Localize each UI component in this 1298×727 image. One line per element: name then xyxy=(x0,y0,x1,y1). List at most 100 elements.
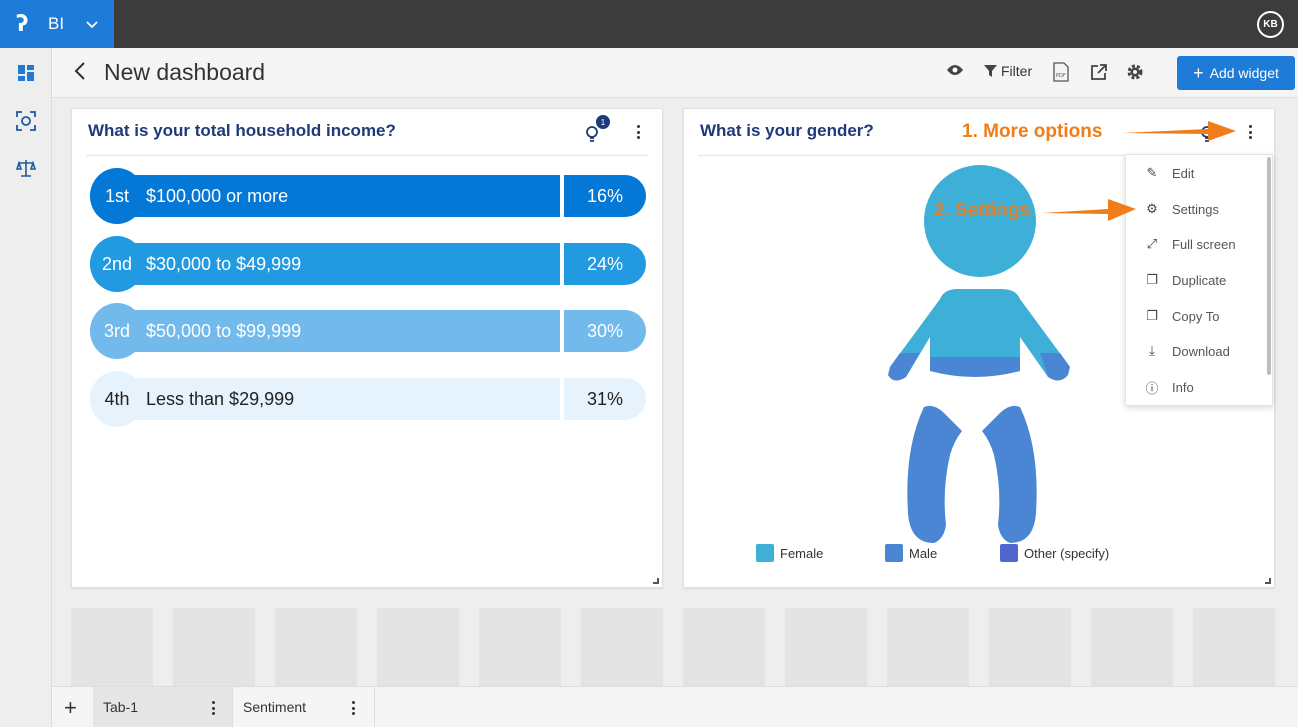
placeholder-tile xyxy=(1193,608,1275,688)
top-bar: ʔ BI KB xyxy=(0,0,1298,48)
gear-icon[interactable] xyxy=(1126,63,1144,85)
placeholder-tile xyxy=(581,608,663,688)
tab-tab-1[interactable]: Tab-1 xyxy=(93,687,233,727)
legend-swatch xyxy=(756,544,774,562)
figure-right-leg xyxy=(982,405,1037,543)
menu-item-label: Copy To xyxy=(1172,308,1220,324)
filter-label: Filter xyxy=(1001,63,1033,79)
plus-icon: + xyxy=(1193,62,1204,83)
menu-scrollbar[interactable] xyxy=(1267,157,1271,375)
add-widget-button[interactable]: + Add widget xyxy=(1177,56,1295,90)
widget-kebab-icon[interactable] xyxy=(630,123,646,141)
preview-eye-icon[interactable] xyxy=(946,63,964,81)
info-icon: ⓘ xyxy=(1145,380,1159,396)
user-avatar[interactable]: KB xyxy=(1257,11,1284,38)
placeholder-tile xyxy=(1091,608,1173,688)
share-icon[interactable] xyxy=(1090,63,1108,85)
widget-divider xyxy=(86,155,648,156)
rank-percent: 31% xyxy=(564,378,646,420)
pencil-icon: ✎ xyxy=(1146,165,1158,180)
app-switcher[interactable]: ʔ BI xyxy=(0,0,114,48)
expand-icon: ⤢ xyxy=(1146,236,1158,251)
app-logo-icon: ʔ xyxy=(16,11,29,37)
back-icon[interactable] xyxy=(74,61,86,87)
resize-handle[interactable] xyxy=(1265,578,1271,584)
placeholder-tile xyxy=(887,608,969,688)
legend-item[interactable]: Female xyxy=(756,544,823,562)
balance-scale-icon[interactable] xyxy=(14,156,38,180)
page-title: New dashboard xyxy=(104,59,266,85)
add-widget-label: Add widget xyxy=(1209,65,1279,81)
widget-title: What is your total household income? xyxy=(88,121,396,140)
rank-label: 2nd xyxy=(101,254,133,274)
legend-label: Other (specify) xyxy=(1024,545,1110,561)
widget-kebab-icon[interactable] xyxy=(1242,123,1258,141)
copy-icon: ❐ xyxy=(1146,308,1158,323)
widget-divider xyxy=(698,155,1260,156)
menu-item-full-screen[interactable]: ⤢ Full screen xyxy=(1144,234,1236,254)
dashboard-header: New dashboard Filter PDF + Add widget xyxy=(52,48,1298,98)
tab-sentiment[interactable]: Sentiment xyxy=(233,687,375,727)
figure-head xyxy=(924,165,1036,277)
download-icon: ⤓ xyxy=(1149,343,1155,358)
add-tab-icon[interactable]: + xyxy=(64,695,77,720)
rank-row: 4th Less than $29,999 31% xyxy=(90,371,646,427)
legend-item[interactable]: Other (specify) xyxy=(1000,544,1109,562)
annotation-more-options: 1. More options xyxy=(962,121,1103,142)
widget-options-menu: ✎ Edit ⚙ Settings ⤢ Full screen ❐ Duplic… xyxy=(1125,154,1273,406)
legend-swatch xyxy=(885,544,903,562)
dashboard-icon[interactable] xyxy=(14,61,38,85)
rank-row: 2nd $30,000 to $49,999 24% xyxy=(90,236,646,292)
rank-percent: 24% xyxy=(564,243,646,285)
tab-label: Tab-1 xyxy=(103,699,139,715)
left-rail xyxy=(0,48,52,727)
annotation-arrow-icon xyxy=(1042,199,1136,221)
legend-label: Male xyxy=(909,545,938,561)
rank-option-label: Less than $29,999 xyxy=(146,389,295,409)
pdf-icon[interactable]: PDF xyxy=(1053,62,1069,86)
focus-scan-icon[interactable] xyxy=(14,109,38,133)
rank-percent: 30% xyxy=(564,310,646,352)
filter-button[interactable]: Filter xyxy=(984,63,1032,79)
rank-option-label: $30,000 to $49,999 xyxy=(146,254,302,274)
person-figure-chart xyxy=(888,165,1070,543)
menu-item-label: Edit xyxy=(1172,165,1195,181)
menu-item-settings[interactable]: ⚙ Settings xyxy=(1144,199,1219,219)
rank-option-label: $100,000 or more xyxy=(146,186,289,206)
menu-item-download[interactable]: ⤓ Download xyxy=(1144,341,1230,361)
tab-kebab-icon[interactable] xyxy=(205,699,221,717)
figure-torso xyxy=(890,289,1070,377)
menu-item-label: Duplicate xyxy=(1172,272,1227,288)
figure-right-hand xyxy=(1040,353,1070,381)
placeholder-tile xyxy=(683,608,765,688)
gear-icon: ⚙ xyxy=(1146,201,1158,216)
widget-title: What is your gender? xyxy=(700,121,874,140)
figure-left-leg xyxy=(907,405,962,543)
rank-label: 3rd xyxy=(103,321,130,341)
annotation-arrow-icon xyxy=(1122,121,1236,141)
filter-icon xyxy=(984,64,997,77)
menu-item-info[interactable]: ⓘ Info xyxy=(1144,377,1194,397)
insight-count-badge: 1 xyxy=(596,115,610,129)
rank-row: 1st $100,000 or more 16% xyxy=(90,168,646,224)
income-widget: What is your total household income? 1 1… xyxy=(71,108,663,588)
menu-item-duplicate[interactable]: ❐ Duplicate xyxy=(1144,270,1226,290)
legend-label: Female xyxy=(780,545,824,561)
legend-item[interactable]: Male xyxy=(885,544,937,562)
annotation-settings: 2. Settings xyxy=(934,200,1031,221)
menu-item-copy-to[interactable]: ❐ Copy To xyxy=(1144,306,1219,326)
resize-handle[interactable] xyxy=(653,578,659,584)
chevron-down-icon xyxy=(86,16,98,32)
svg-text:PDF: PDF xyxy=(1056,73,1066,79)
tab-bar: + Tab-1 Sentiment xyxy=(52,686,1298,727)
rank-option-label: $50,000 to $99,999 xyxy=(146,321,302,341)
figure-left-hand xyxy=(888,353,920,381)
menu-item-label: Info xyxy=(1172,379,1194,395)
rank-label: 4th xyxy=(104,389,130,409)
menu-item-label: Full screen xyxy=(1172,236,1236,252)
duplicate-icon: ❐ xyxy=(1146,272,1158,287)
placeholder-tile xyxy=(377,608,459,688)
menu-item-edit[interactable]: ✎ Edit xyxy=(1144,163,1195,183)
lightbulb-icon[interactable] xyxy=(585,125,599,148)
tab-kebab-icon[interactable] xyxy=(345,699,361,717)
